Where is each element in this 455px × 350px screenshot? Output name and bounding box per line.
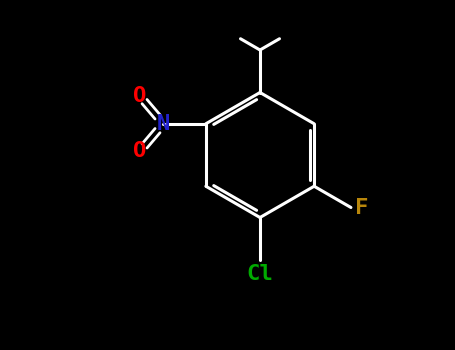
- Text: N: N: [157, 114, 170, 134]
- Text: F: F: [355, 197, 368, 217]
- Text: Cl: Cl: [247, 264, 273, 284]
- Text: O: O: [133, 86, 147, 106]
- Text: O: O: [133, 141, 147, 161]
